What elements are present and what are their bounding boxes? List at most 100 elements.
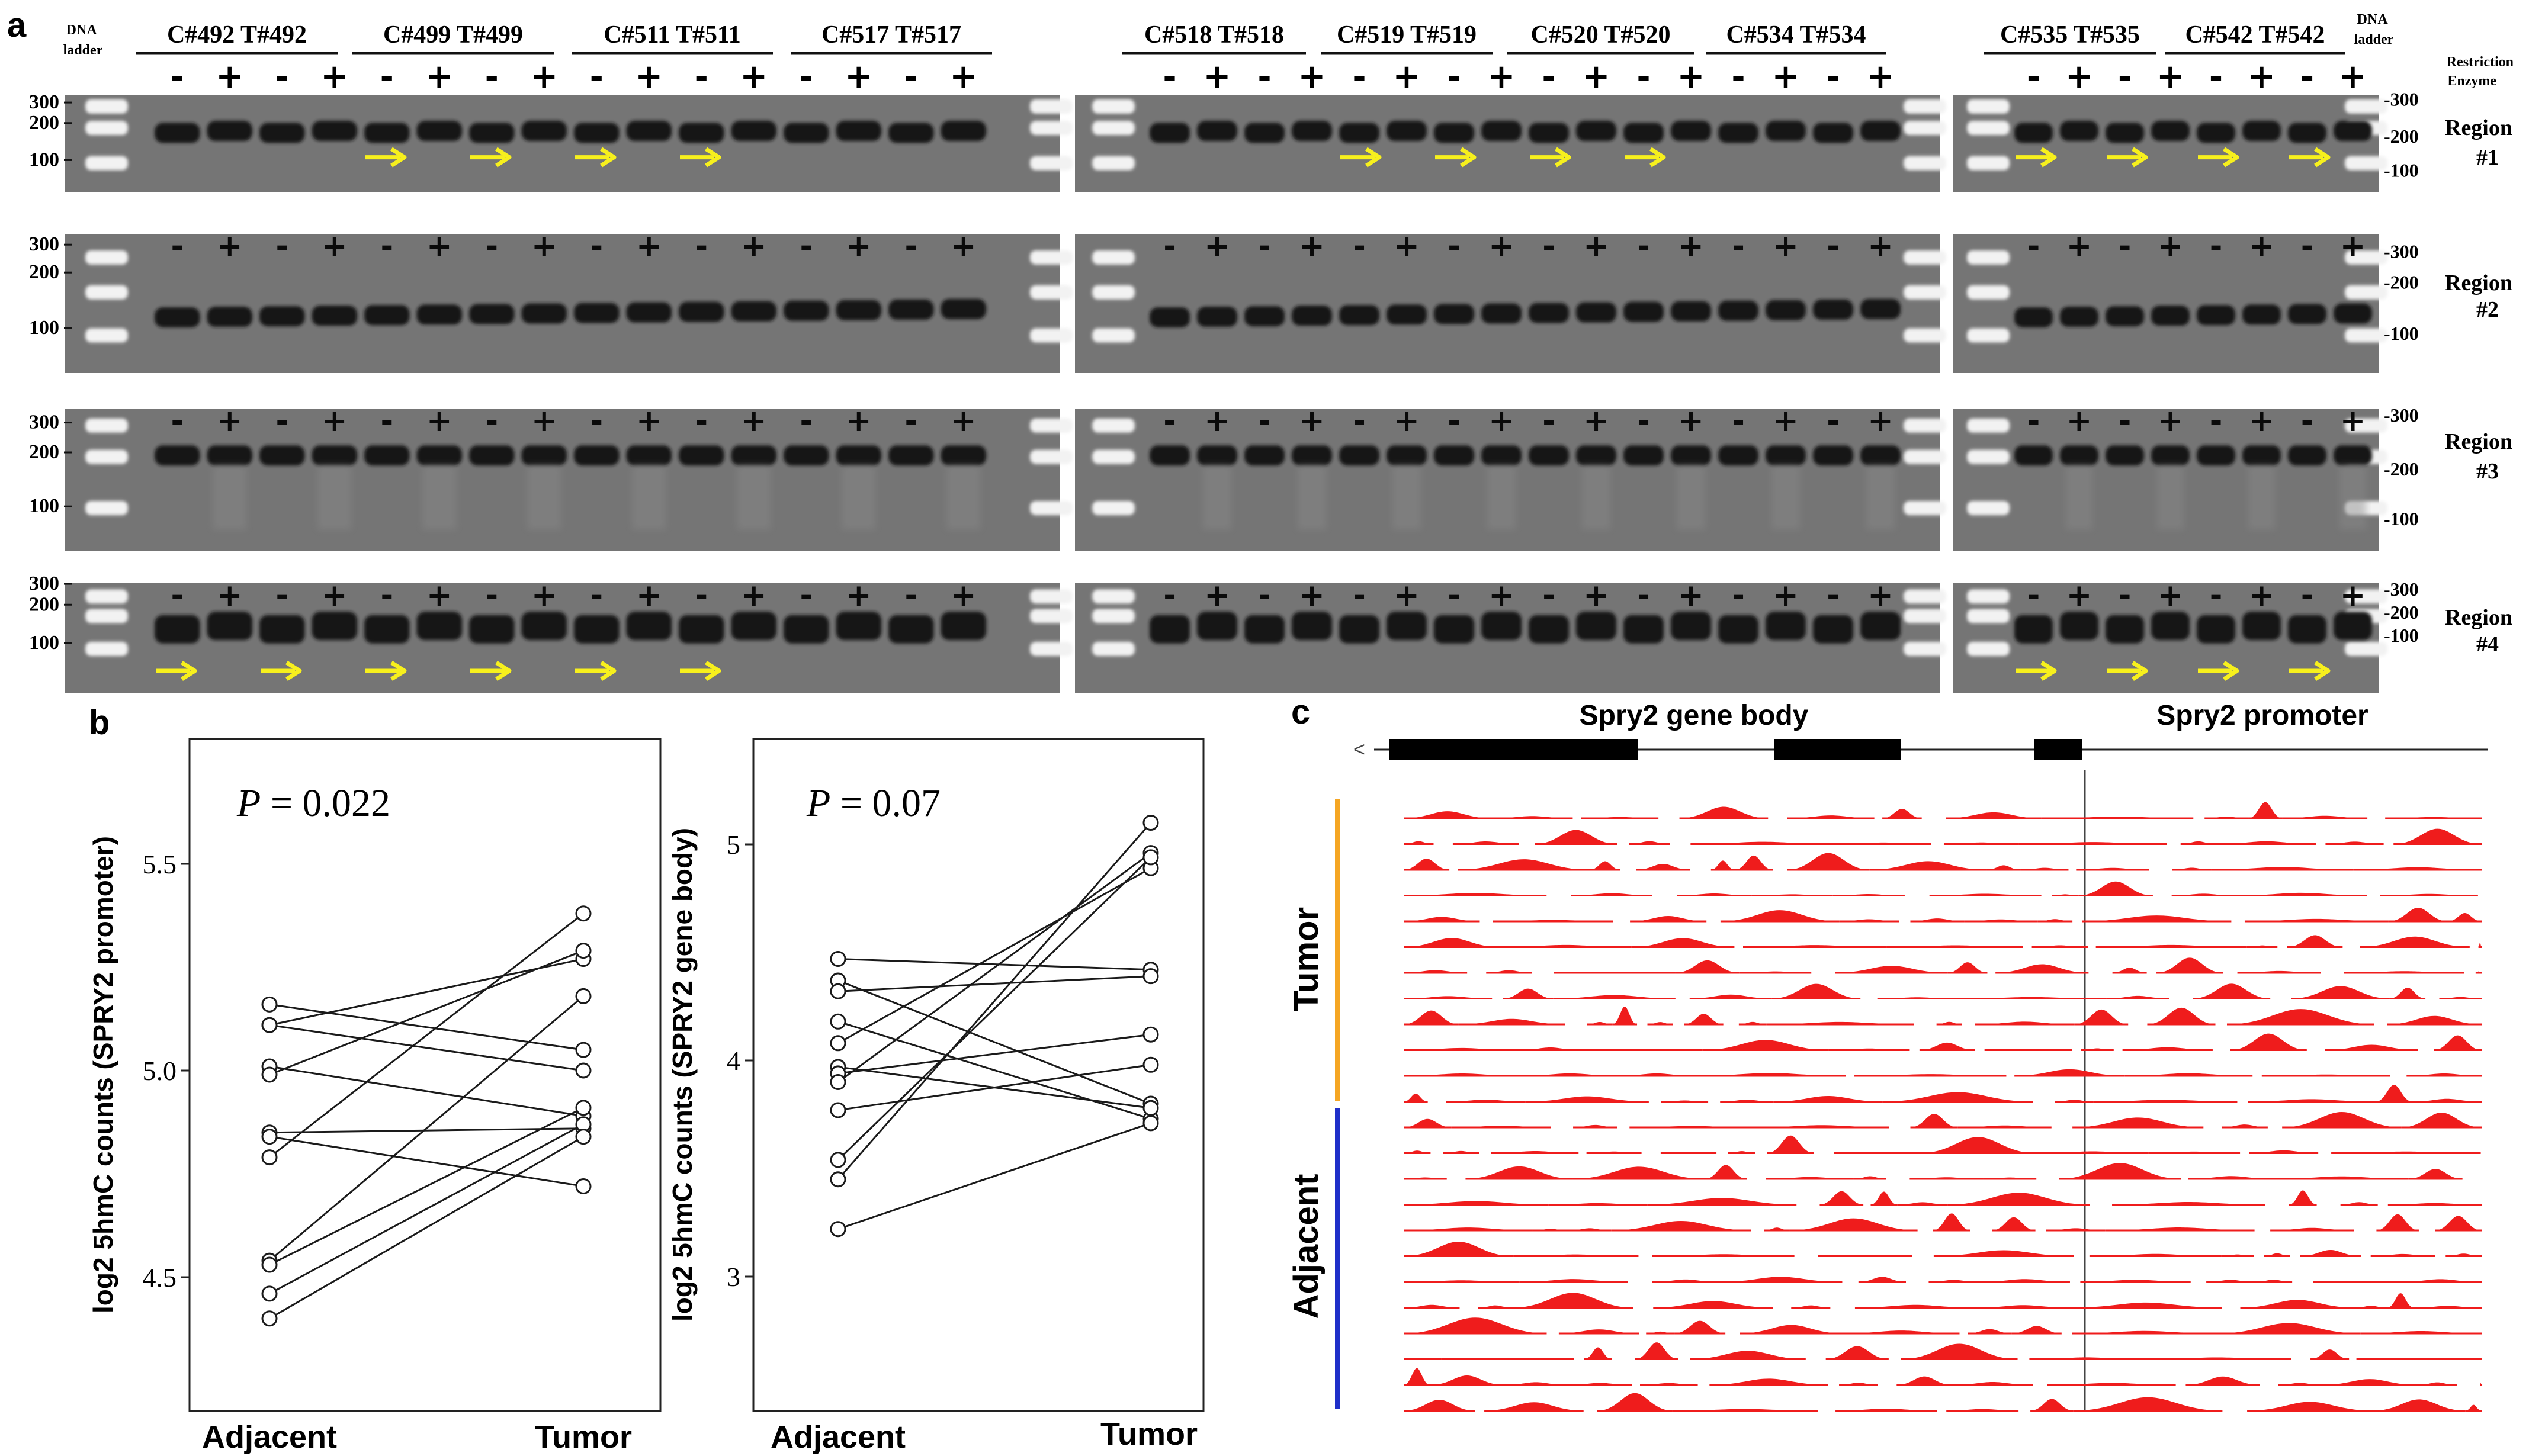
- plot-genebody-data: [830, 815, 1159, 1238]
- lane-sign-label: +: [320, 57, 348, 96]
- dna-band: [1339, 615, 1379, 644]
- dna-band: [2106, 445, 2144, 466]
- coverage-peak: [1771, 983, 1861, 999]
- tumor-point: [1142, 1026, 1159, 1043]
- dna-band: [626, 121, 672, 142]
- dna-band: [364, 123, 410, 143]
- gel-block: - + - + - + - + - + - + - + - +: [1075, 229, 1946, 373]
- adjacent-point: [261, 1066, 278, 1083]
- gel-sheen: [65, 95, 1060, 192]
- dna-band: [2060, 307, 2098, 327]
- coverage-peak: [2310, 1349, 2350, 1359]
- ladder-band: [1967, 501, 2010, 515]
- coverage-peak: [2147, 1007, 2216, 1024]
- adjacent-point: [261, 1256, 278, 1273]
- lane-sign-label: -: [904, 578, 917, 613]
- lane-sign-label: +: [1488, 403, 1514, 439]
- dna-band: [2106, 123, 2144, 143]
- plot-promoter-data: [261, 905, 592, 1327]
- ladder-band: [2345, 418, 2387, 433]
- coverage-peak: [2388, 907, 2448, 921]
- lane-sign-label: +: [2249, 229, 2275, 264]
- lane-sign-label: -: [800, 57, 813, 96]
- adjacent-point: [830, 983, 846, 999]
- lane-sign-label: +: [2066, 403, 2092, 439]
- ladder-band: [1030, 589, 1073, 604]
- lane-sign-label: -: [1542, 403, 1555, 439]
- gel-block: [65, 95, 1073, 192]
- ladder-band: [1967, 156, 2010, 171]
- pair-line: [269, 950, 584, 1076]
- ladder-band: [2345, 99, 2387, 114]
- dna-band: [1718, 615, 1758, 644]
- sample-group-label: C#520 T#520: [1530, 21, 1670, 49]
- pair-line: [269, 1065, 584, 1117]
- coverage-peak: [1535, 830, 1617, 844]
- region-label-title: Region: [2445, 271, 2512, 295]
- coverage-peak: [1404, 1118, 1452, 1127]
- ladder-label-right: DNA ladder: [2354, 12, 2394, 47]
- size-marker-label: -200: [2384, 126, 2419, 147]
- lane-sign-label: -: [1731, 57, 1745, 96]
- gel-block: - + - + - + - +: [1953, 403, 2387, 551]
- smear: [2248, 465, 2275, 529]
- coverage-peak: [1933, 1250, 2074, 1256]
- lane-sign-label: -: [1352, 57, 1366, 96]
- lane-sign-label: -: [1448, 229, 1461, 264]
- coverage-peak: [2287, 935, 2343, 947]
- lane-sign-label: +: [2339, 57, 2367, 96]
- dna-band: [784, 123, 829, 143]
- tumor-point: [575, 1100, 592, 1116]
- ladder-band: [1030, 285, 1073, 300]
- coverage-peak: [1679, 806, 1769, 818]
- panel-c: c Spry2 gene body Spry2 promoter < Tumor…: [1287, 693, 2488, 1412]
- adjacent-point: [261, 1017, 278, 1033]
- pair-line: [837, 852, 1151, 1083]
- coverage-peak: [1484, 1402, 1584, 1411]
- dna-band: [2151, 121, 2190, 142]
- pair-line: [269, 912, 584, 1158]
- coverage-peak: [1919, 1042, 1975, 1050]
- lane-sign-label: +: [2066, 578, 2092, 613]
- ladder-band: [85, 418, 128, 433]
- coverage-peak: [1553, 995, 1676, 999]
- tumor-point: [1142, 1056, 1159, 1073]
- dna-band: [1244, 615, 1285, 644]
- arrow-head: [2132, 661, 2148, 681]
- smear: [1677, 465, 1705, 529]
- coverage-peak: [1404, 1241, 1514, 1256]
- ladder-band: [1030, 99, 1073, 114]
- pair-line: [269, 1003, 584, 1051]
- dna-band: [2151, 445, 2190, 466]
- lane-sign-label: +: [741, 229, 767, 264]
- dna-band: [679, 123, 724, 143]
- lane-sign-label: -: [1353, 578, 1366, 613]
- adjacent-point: [830, 950, 846, 967]
- ladder-band: [2345, 642, 2387, 656]
- lane-sign-label: +: [2340, 403, 2366, 439]
- dna-band: [312, 445, 357, 466]
- coverage-peak: [1635, 1342, 1678, 1359]
- sample-tumor-label: T#542: [2253, 21, 2325, 49]
- gel-block: - + - + - + - + - + - + - + - +: [1075, 578, 1946, 693]
- ladder-band: [1092, 609, 1135, 623]
- adjacent-point: [830, 1035, 846, 1052]
- smear: [422, 465, 456, 529]
- size-marker-label: 300: [29, 412, 59, 433]
- dna-band: [2242, 445, 2281, 466]
- arrow-head: [390, 661, 407, 681]
- lane-sign-label: -: [275, 403, 288, 439]
- smear: [213, 465, 246, 529]
- lane-sign-label: -: [695, 57, 708, 96]
- coverage-peak: [1705, 1165, 1747, 1179]
- dna-band: [888, 123, 934, 143]
- size-marker-label: -300: [2384, 404, 2419, 426]
- ladder-band: [1904, 449, 1946, 464]
- coverage-peak: [1920, 1137, 2036, 1153]
- y-tick-label: 4.5: [143, 1262, 177, 1293]
- lane-sign-label: -: [2119, 403, 2132, 439]
- coverage-peak: [2387, 1293, 2414, 1308]
- ladder-band: [1967, 121, 2010, 136]
- dna-band: [1387, 304, 1427, 325]
